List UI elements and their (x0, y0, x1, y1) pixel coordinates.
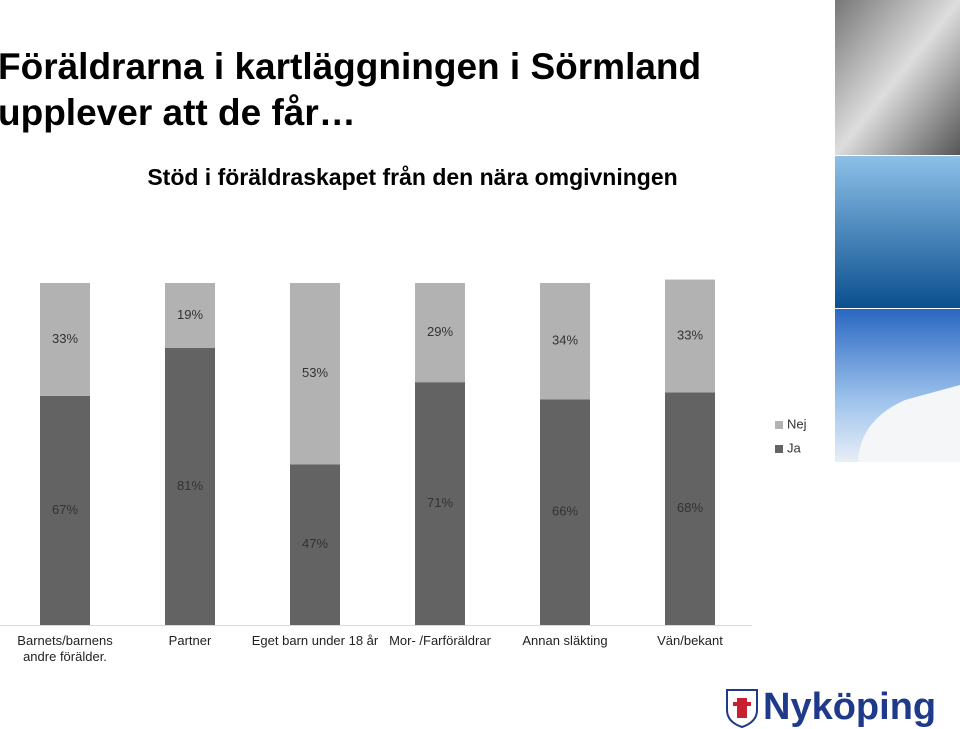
bar-segment (540, 283, 590, 400)
data-label: 19% (177, 307, 203, 322)
logo-text: Nyköping (763, 686, 937, 728)
bar-segment (165, 347, 215, 625)
legend-swatch (775, 421, 783, 429)
photo-detail (858, 385, 960, 462)
x-tick-label: Partner (168, 633, 212, 648)
x-tick-label: Vän/bekant (657, 633, 723, 648)
bar-segment (290, 283, 340, 465)
bar-segment (415, 283, 465, 383)
data-label: 33% (52, 331, 78, 346)
bar-segment (290, 464, 340, 625)
bar-segment (540, 399, 590, 625)
bar-segment (40, 395, 90, 625)
x-tick-label: Barnets/barnens andre förälder. (17, 633, 113, 664)
data-label: 34% (552, 333, 578, 348)
data-label: 47% (302, 536, 328, 551)
bar-segment (415, 382, 465, 625)
logo-shield (726, 689, 758, 728)
data-label: 33% (677, 327, 703, 342)
data-label: 68% (677, 500, 703, 515)
bar-segment (165, 283, 215, 348)
bar-segment (40, 283, 90, 396)
slide-title: Föräldrarna i kartläggningen i Sörmland … (0, 46, 702, 133)
legend-label: Ja (787, 440, 802, 455)
x-tick-label: Eget barn under 18 år (251, 633, 379, 648)
data-label: 29% (427, 324, 453, 339)
photo (835, 156, 960, 308)
data-label: 66% (552, 504, 578, 519)
bar-segment (665, 392, 715, 625)
photo (835, 0, 960, 155)
x-tick-label: Annan släkting (522, 633, 608, 648)
data-label: 81% (177, 478, 203, 493)
data-label: 53% (302, 365, 328, 380)
chart-subtitle: Stöd i föräldraskapet från den nära omgi… (147, 164, 678, 190)
data-label: 67% (52, 502, 78, 517)
bar-segment (665, 279, 715, 393)
data-label: 71% (427, 495, 453, 510)
x-tick-label: Mor- /Farföräldrar (389, 633, 491, 648)
legend-label: Nej (787, 416, 807, 431)
legend-swatch (775, 445, 783, 453)
logo: Nyköping (725, 685, 955, 729)
